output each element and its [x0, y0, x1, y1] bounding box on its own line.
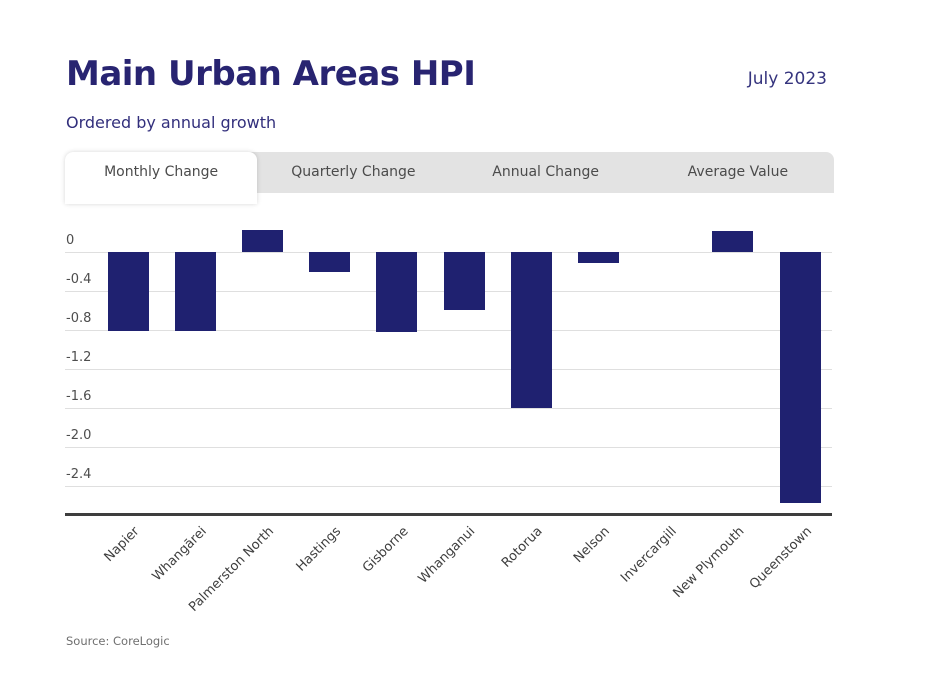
y-tick-label: -0.4 — [66, 272, 92, 288]
gridline — [65, 330, 832, 331]
bar[interactable] — [779, 252, 821, 504]
x-axis-labels: Napier Whangārei Palmerston North Hastings G… — [65, 517, 832, 632]
x-tick-label: New Plymouth — [670, 524, 748, 601]
x-tick-label: Gisborne — [359, 524, 412, 576]
y-tick-label: -1.2 — [66, 349, 92, 365]
bar[interactable] — [510, 252, 552, 408]
tab-monthly-change[interactable]: Monthly Change — [65, 152, 258, 204]
gridline — [65, 485, 832, 487]
tab-annual-change[interactable]: Annual Change — [492, 164, 599, 180]
gridline — [65, 446, 832, 448]
x-tick-label: Nelson — [571, 524, 614, 566]
tab-bar: Monthly Change Quarterly Change Annual C… — [65, 152, 834, 204]
report-date: July 2023 — [747, 69, 827, 89]
tab-average-value[interactable]: Average Value — [687, 164, 789, 180]
bar[interactable] — [443, 252, 485, 311]
x-tick-label: Invercargill — [618, 524, 681, 586]
bar[interactable] — [376, 252, 418, 332]
x-tick-label: Whangārei — [149, 524, 210, 585]
bar[interactable] — [577, 252, 619, 263]
x-tick-label: Hastings — [293, 524, 345, 575]
bar[interactable] — [174, 252, 216, 331]
y-tick-label: -2.0 — [66, 427, 92, 443]
x-tick-label: Whanganui — [415, 524, 479, 587]
y-tick-label: -0.8 — [66, 311, 92, 326]
y-tick-label: 0 — [66, 233, 75, 249]
page-title: Main Urban Areas HPI — [66, 54, 476, 94]
x-tick-label: Rotorua — [499, 524, 546, 571]
bar[interactable] — [712, 230, 754, 253]
plot-area: 0 -0.4 -0.8 -1.2 -1.6 -2.0 -2.4 — [65, 220, 832, 516]
source-note: Source: CoreLogic — [66, 634, 170, 648]
x-tick-label: Queenstown — [746, 524, 815, 593]
y-tick-label: -1.6 — [66, 388, 92, 404]
gridline — [65, 368, 832, 370]
y-tick-label: -2.4 — [66, 466, 92, 482]
bar[interactable] — [107, 252, 149, 331]
report-subtitle: Ordered by annual growth — [66, 113, 277, 132]
bar[interactable] — [309, 252, 351, 272]
bar[interactable] — [241, 229, 283, 253]
x-tick-label: Napier — [101, 524, 143, 565]
tab-quarterly-change[interactable]: Quarterly Change — [291, 164, 416, 180]
gridline — [65, 407, 832, 409]
